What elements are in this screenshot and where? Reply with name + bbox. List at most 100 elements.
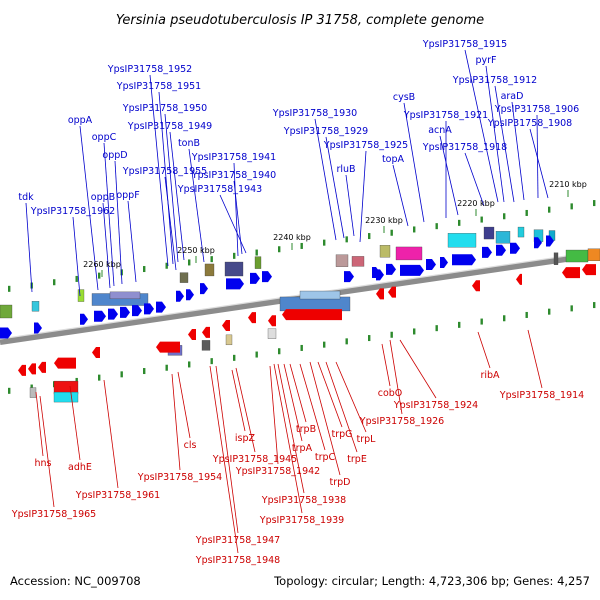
gene-block <box>31 301 40 312</box>
forward-label-leader <box>103 142 115 287</box>
reverse-gene-label: trpG <box>331 429 352 440</box>
forward-label-leader <box>149 74 169 267</box>
forward-gene-label: YpsIP31758_1950 <box>122 103 207 114</box>
reverse-label-leader <box>299 363 326 451</box>
forward-label-leader <box>219 194 247 254</box>
forward-gene-label: YpsIP31758_1955 <box>122 166 207 177</box>
reverse-label-leader <box>325 361 358 453</box>
forward-tick-track-tick <box>345 236 348 243</box>
reverse-label-leader <box>317 361 343 428</box>
reverse-gene-label: YpsIP31758_1961 <box>75 490 160 501</box>
reverse-gene-label: YpsIP31758_1945 <box>212 454 297 465</box>
forward-tick-track-tick <box>503 213 506 220</box>
gene-block <box>224 261 244 277</box>
forward-tick-track-tick <box>143 266 146 273</box>
forward-gene-label: YpsIP31758_1940 <box>191 170 276 181</box>
forward-label-leader <box>314 118 337 241</box>
forward-tick-track-tick <box>255 249 258 256</box>
reverse-gene-arrow <box>188 328 196 340</box>
reverse-tick-track-tick <box>345 338 348 345</box>
reverse-tick-track-tick <box>143 368 146 375</box>
reverse-gene-label: YpsIP31758_1926 <box>359 416 444 427</box>
reverse-gene-label: YpsIP31758_1947 <box>195 535 280 546</box>
forward-tick-track-tick <box>300 242 303 249</box>
forward-gene-arrow <box>386 263 396 275</box>
reverse-label-leader <box>477 331 491 369</box>
forward-gene-label: YpsIP31758_1915 <box>422 39 507 50</box>
forward-tick-track-tick <box>458 219 461 226</box>
reverse-gene-label: YpsIP31758_1924 <box>393 400 478 411</box>
forward-tick-track-tick <box>390 229 393 236</box>
reverse-tick-track-tick <box>8 387 11 394</box>
forward-gene-label: tdk <box>18 192 34 203</box>
forward-tick-track-tick <box>413 226 416 233</box>
gene-block <box>335 254 349 267</box>
forward-gene-label: oppC <box>92 132 117 143</box>
kbp-label: 2210 kbp <box>549 180 587 189</box>
forward-label-leader <box>439 135 459 216</box>
forward-label-leader <box>169 131 185 261</box>
forward-gene-label: YpsIP31758_1925 <box>323 140 408 151</box>
reverse-gene-arrow <box>38 361 46 373</box>
reverse-gene-label: YpsIP31758_1965 <box>11 509 96 520</box>
forward-gene-label: araD <box>501 91 524 102</box>
forward-label-leader <box>233 162 239 257</box>
forward-tick-track-tick <box>323 239 326 246</box>
gene-block <box>351 256 365 267</box>
reverse-label-leader <box>289 363 307 423</box>
gene-block <box>254 256 262 269</box>
forward-label-leader <box>79 125 99 291</box>
reverse-label-leader <box>177 371 191 439</box>
forward-gene-arrow <box>510 242 520 254</box>
forward-label-leader <box>345 174 355 237</box>
reverse-gene-label: cls <box>184 440 197 451</box>
reverse-gene-arrow <box>516 273 522 285</box>
forward-gene-arrow <box>186 289 194 301</box>
reverse-tick-track-tick <box>435 325 438 332</box>
gene-block <box>0 304 13 319</box>
reverse-label-leader <box>231 369 246 432</box>
forward-gene-arrow <box>546 235 554 247</box>
forward-label-leader <box>72 216 81 297</box>
forward-label-leader <box>114 160 123 285</box>
reverse-tick-track-tick <box>390 331 393 338</box>
reverse-gene-label: YpsIP31758_1914 <box>499 390 584 401</box>
forward-label-leader <box>102 202 111 289</box>
forward-gene-arrow <box>452 254 476 266</box>
forward-gene-arrow <box>34 322 42 334</box>
forward-tick-track-tick <box>525 209 528 216</box>
gene-block <box>517 226 525 238</box>
reverse-gene-arrow <box>248 312 256 324</box>
forward-gene-label: oppF <box>116 190 139 201</box>
gene-block <box>53 391 79 403</box>
forward-gene-arrow <box>426 259 436 271</box>
forward-gene-label: oppD <box>102 150 127 161</box>
reverse-tick-track-tick <box>525 311 528 318</box>
forward-gene-arrow <box>440 256 448 268</box>
reverse-tick-track-tick <box>98 374 101 381</box>
forward-gene-label: YpsIP31758_1949 <box>127 121 212 132</box>
forward-label-leader <box>127 200 137 283</box>
reverse-tick-track-tick <box>570 305 573 312</box>
reverse-tick-track-tick <box>458 321 461 328</box>
reverse-gene-label: adhE <box>68 462 92 473</box>
forward-tick-track-tick <box>278 246 281 253</box>
reverse-tick-track-tick <box>75 377 78 384</box>
reverse-gene-arrow <box>268 315 276 327</box>
reverse-gene-label: YpsIP31758_1948 <box>195 555 280 566</box>
forward-gene-arrow <box>262 271 272 283</box>
forward-tick-track-tick <box>480 216 483 223</box>
forward-tick-track-tick <box>98 272 101 279</box>
reverse-label-leader <box>35 391 44 457</box>
gene-block <box>495 231 511 244</box>
forward-tick-track-tick <box>210 256 213 263</box>
forward-label-leader <box>359 150 367 243</box>
kbp-label: 2250 kbp <box>177 246 215 255</box>
reverse-gene-labels: hns adhE YpsIP31758_1965 YpsIP31758_1961 cls… <box>11 370 584 566</box>
reverse-gene-label: cobO <box>378 388 403 399</box>
forward-tick-track-tick <box>593 200 596 207</box>
gene-block <box>204 263 215 277</box>
forward-gene-label: topA <box>382 154 405 165</box>
reverse-gene-arrow <box>92 347 100 359</box>
forward-gene-label: cysB <box>393 92 415 103</box>
